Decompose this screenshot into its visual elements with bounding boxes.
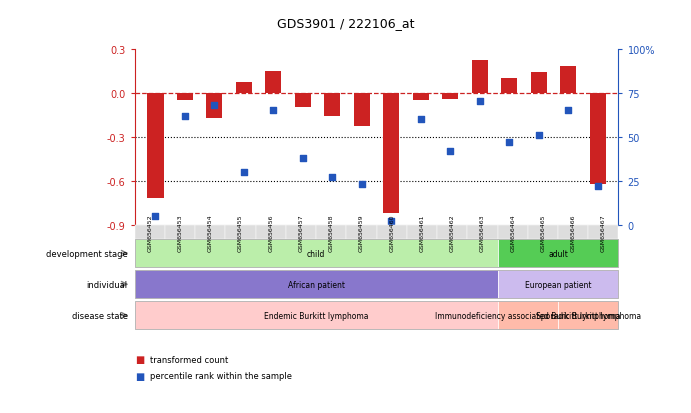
Point [386, 218, 397, 225]
Bar [147, 93, 164, 199]
Text: percentile rank within the sample: percentile rank within the sample [150, 371, 292, 380]
Bar [236, 83, 252, 93]
Text: ■: ■ [135, 371, 144, 381]
Point [150, 213, 161, 220]
Bar [177, 93, 193, 101]
Text: GSM656464: GSM656464 [510, 214, 515, 252]
Text: GSM656455: GSM656455 [238, 214, 243, 252]
Bar [442, 93, 458, 99]
Text: GSM656453: GSM656453 [178, 214, 182, 252]
Point [562, 108, 574, 114]
Text: GSM656457: GSM656457 [299, 214, 303, 252]
Text: GSM656459: GSM656459 [359, 214, 364, 252]
Text: European patient: European patient [524, 280, 591, 289]
Bar [531, 73, 547, 93]
Bar [207, 93, 223, 118]
Text: disease state: disease state [72, 311, 128, 320]
Text: child: child [307, 249, 325, 258]
Point [268, 108, 279, 114]
Bar [295, 93, 311, 108]
Point [592, 183, 603, 190]
Text: adult: adult [548, 249, 568, 258]
Text: GSM656467: GSM656467 [601, 214, 606, 252]
Bar [324, 93, 341, 117]
Text: Sporadic Burkitt lymphoma: Sporadic Burkitt lymphoma [536, 311, 641, 320]
Text: development stage: development stage [46, 249, 128, 258]
Bar [384, 93, 399, 214]
Text: GSM656462: GSM656462 [450, 214, 455, 252]
Point [357, 181, 368, 188]
Text: transformed count: transformed count [150, 355, 228, 364]
Point [533, 132, 545, 139]
Text: ■: ■ [135, 354, 144, 364]
Text: GSM656465: GSM656465 [540, 214, 545, 252]
Point [297, 155, 308, 162]
Text: African patient: African patient [287, 280, 345, 289]
Bar [265, 71, 281, 93]
Bar [560, 67, 576, 93]
Point [445, 148, 456, 155]
Text: GSM656458: GSM656458 [329, 214, 334, 252]
Text: GDS3901 / 222106_at: GDS3901 / 222106_at [277, 17, 414, 29]
Bar [354, 93, 370, 127]
Text: Endemic Burkitt lymphoma: Endemic Burkitt lymphoma [264, 311, 368, 320]
Point [238, 169, 249, 176]
Text: GSM656460: GSM656460 [389, 214, 394, 252]
Point [474, 99, 485, 106]
Point [415, 116, 426, 123]
Bar [413, 93, 429, 101]
Point [209, 102, 220, 109]
Text: GSM656466: GSM656466 [571, 214, 576, 252]
Text: Immunodeficiency associated Burkitt lymphoma: Immunodeficiency associated Burkitt lymp… [435, 311, 621, 320]
Point [504, 139, 515, 146]
Text: GSM656456: GSM656456 [268, 214, 273, 252]
Bar [501, 79, 518, 93]
Point [327, 174, 338, 181]
Text: GSM656454: GSM656454 [208, 214, 213, 252]
Point [180, 113, 191, 120]
Bar [472, 61, 488, 93]
Bar [589, 93, 606, 184]
Text: GSM656452: GSM656452 [147, 214, 152, 252]
Text: GSM656461: GSM656461 [419, 214, 424, 252]
Text: GSM656463: GSM656463 [480, 214, 485, 252]
Text: individual: individual [86, 280, 128, 289]
